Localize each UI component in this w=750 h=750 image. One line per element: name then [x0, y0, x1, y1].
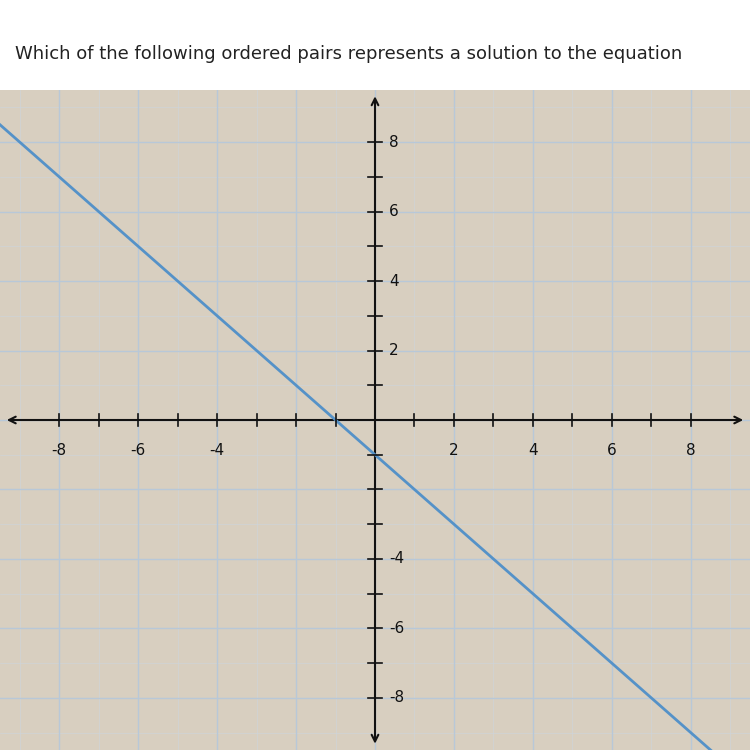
Text: -4: -4 [209, 442, 225, 458]
Text: -8: -8 [388, 691, 404, 706]
Text: Which of the following ordered pairs represents a solution to the equation: Which of the following ordered pairs rep… [15, 45, 682, 63]
Text: -4: -4 [388, 551, 404, 566]
Text: -6: -6 [130, 442, 146, 458]
Text: 4: 4 [528, 442, 538, 458]
Text: 6: 6 [607, 442, 616, 458]
Text: 8: 8 [686, 442, 695, 458]
Text: 2: 2 [388, 343, 398, 358]
Text: 6: 6 [388, 204, 398, 219]
Text: 2: 2 [449, 442, 459, 458]
Text: -8: -8 [52, 442, 67, 458]
Text: 4: 4 [388, 274, 398, 289]
Text: -6: -6 [388, 621, 404, 636]
Text: 8: 8 [388, 134, 398, 149]
